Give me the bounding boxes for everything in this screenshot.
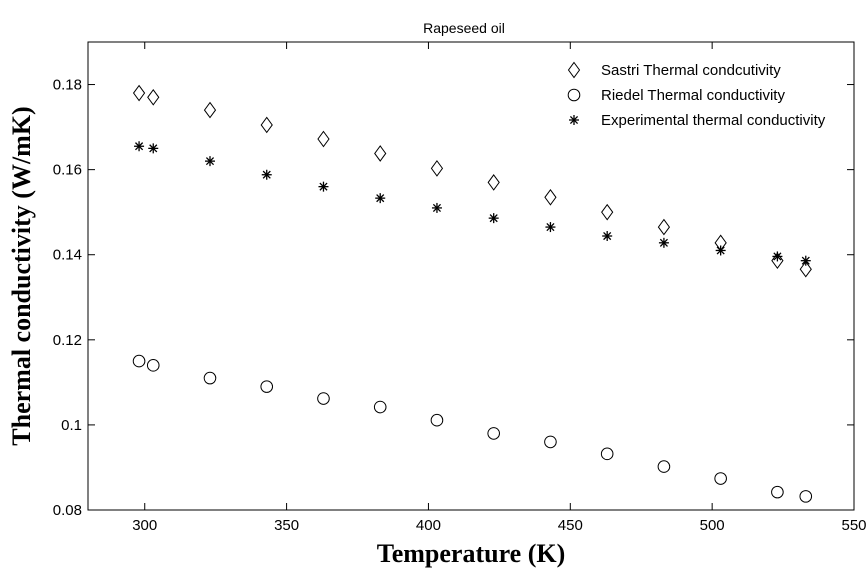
star-point: [658, 237, 669, 248]
circle-point: [600, 447, 614, 461]
chart-title: Rapeseed oil: [423, 20, 505, 36]
circle-point: [260, 380, 274, 393]
x-tick-label: 400: [416, 517, 441, 534]
diamond-point: [147, 88, 160, 106]
y-tick-label: 0.1: [61, 417, 82, 434]
series-star: [134, 141, 811, 266]
star-point: [602, 231, 613, 242]
diamond-point: [374, 145, 387, 162]
star-point: [375, 193, 386, 204]
x-tick-label: 500: [700, 517, 725, 534]
star-point: [148, 143, 159, 154]
legend: Sastri Thermal condcutivity Riedel Therma…: [567, 61, 826, 129]
diamond-point: [487, 174, 500, 191]
x-tick-label: 550: [841, 517, 866, 534]
circle-point: [771, 485, 784, 499]
star-point: [261, 169, 272, 180]
series-layer: [132, 84, 813, 503]
circle-point: [657, 460, 671, 473]
diamond-point: [430, 160, 444, 177]
circle-point: [487, 427, 500, 440]
y-tick-label: 0.08: [53, 502, 82, 519]
circle-point: [373, 400, 387, 414]
star-point: [488, 213, 499, 224]
x-tick-label: 450: [558, 517, 583, 534]
legend-label: Riedel Thermal conductivity: [601, 87, 785, 104]
circle-point: [544, 435, 557, 449]
legend-label: Experimental thermal conductivity: [601, 112, 826, 129]
x-tick-label: 300: [132, 517, 157, 534]
legend-label: Sastri Thermal condcutivity: [601, 62, 781, 79]
circle-point: [317, 392, 330, 405]
star-point: [204, 156, 215, 167]
star-point: [431, 202, 442, 213]
diamond-point: [771, 252, 784, 270]
circle-point: [132, 354, 146, 368]
star-point: [545, 222, 556, 233]
series-circle: [132, 354, 813, 503]
legend-marker-diamond: [567, 61, 581, 79]
circle-point: [146, 359, 160, 372]
y-tick-label: 0.14: [53, 247, 82, 264]
star-point: [772, 251, 783, 262]
x-axis-label: Temperature (K): [377, 539, 565, 568]
star-point: [134, 141, 145, 152]
star-point: [318, 181, 329, 192]
x-tick-label: 350: [274, 517, 299, 534]
circle-point: [714, 472, 727, 485]
star-point: [800, 255, 811, 266]
x-axis: 300 350 400 450 500 550: [132, 42, 867, 534]
circle-point: [203, 371, 217, 385]
y-axis-label: Thermal conductivity (W/mK): [7, 106, 36, 445]
y-tick-label: 0.16: [53, 162, 82, 179]
diamond-point: [657, 218, 671, 236]
y-axis: 0.08 0.1 0.12 0.14 0.16 0.18: [53, 77, 854, 519]
circle-point: [799, 490, 813, 503]
diamond-point: [132, 84, 146, 102]
y-tick-label: 0.12: [53, 332, 82, 349]
diamond-point: [203, 101, 217, 119]
diamond-point: [601, 203, 614, 221]
diamond-point: [799, 260, 812, 278]
y-tick-label: 0.18: [53, 77, 82, 94]
star-point: [715, 245, 726, 256]
legend-marker-star: [569, 115, 579, 125]
circle-point: [430, 413, 444, 427]
diamond-point: [317, 130, 330, 148]
plot-frame: [87, 41, 855, 511]
diamond-point: [544, 188, 557, 206]
legend-marker-circle: [567, 88, 581, 102]
diamond-point: [260, 116, 273, 134]
